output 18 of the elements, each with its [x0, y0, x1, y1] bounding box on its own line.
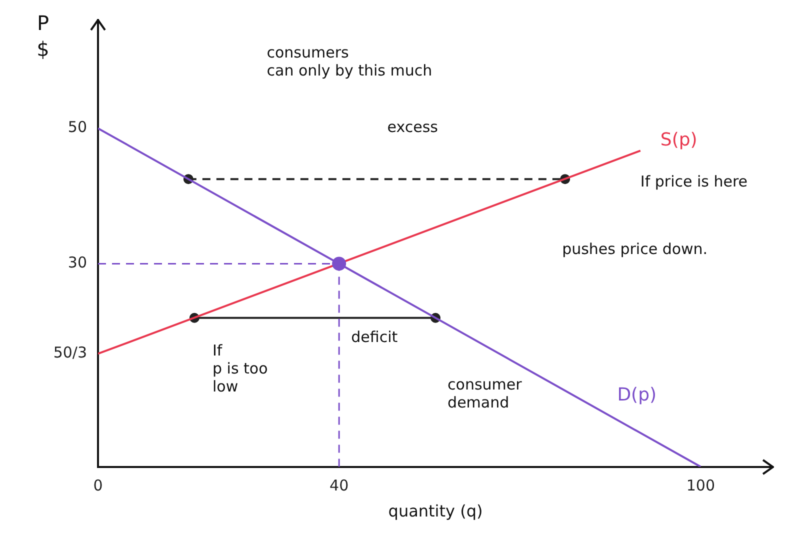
annotation: excess	[387, 118, 438, 136]
x-axis-title: quantity (q)	[388, 502, 483, 521]
x-tick-label: 40	[330, 476, 349, 495]
series-label: S(p)	[660, 129, 698, 150]
annotation: If price is here	[640, 172, 748, 190]
y-tick-label: 50	[68, 118, 87, 136]
y-tick-label: 30	[68, 254, 87, 272]
annotation: consumer demand	[448, 375, 523, 412]
y-tick-label: 50/3	[53, 344, 87, 362]
x-tick-label: 100	[686, 476, 715, 495]
point	[332, 256, 346, 271]
annotation: If p is too low	[212, 342, 268, 396]
series-label: D(p)	[617, 384, 657, 406]
y-axis-title: P $	[36, 11, 50, 62]
x-tick-label: 0	[93, 476, 103, 495]
annotation: pushes price down.	[562, 240, 708, 258]
annotation: consumers can only by this much	[266, 44, 432, 80]
annotation: deficit	[351, 328, 398, 346]
